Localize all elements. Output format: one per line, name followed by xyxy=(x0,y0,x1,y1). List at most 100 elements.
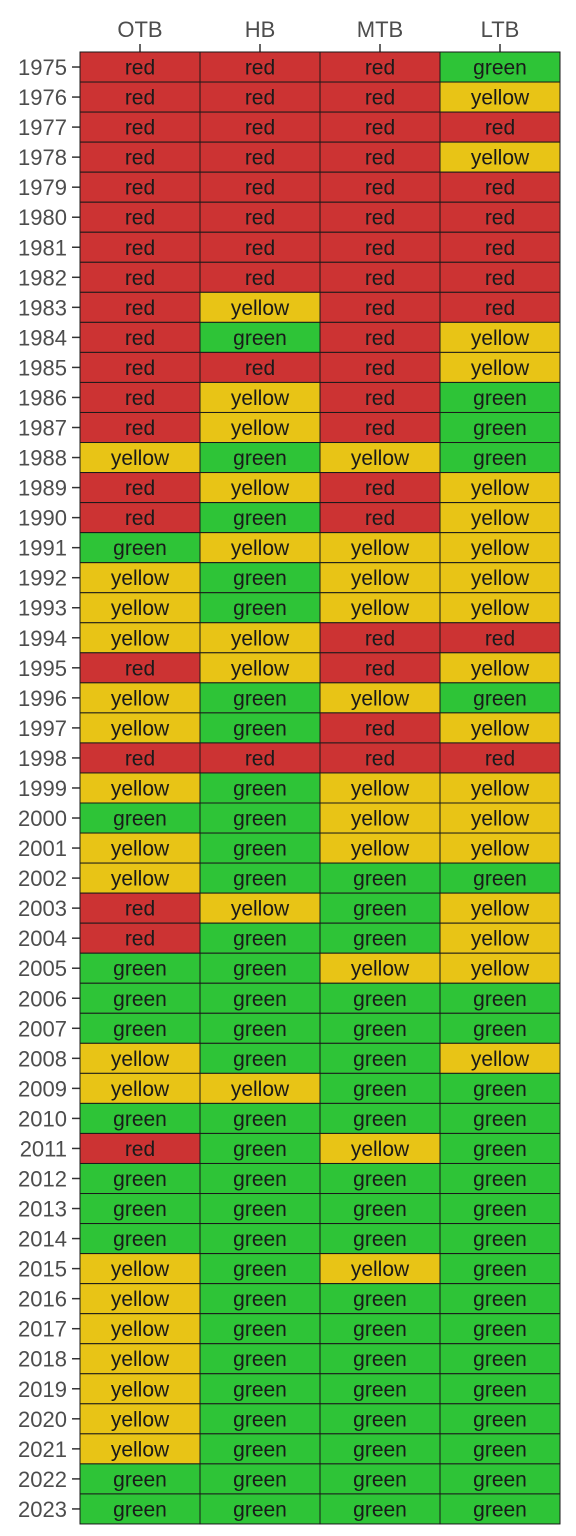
cell-rect xyxy=(319,1463,441,1495)
column-label-ltb: LTB xyxy=(481,17,520,42)
cell-2014-hb: green xyxy=(199,1223,321,1255)
cell-1977-ltb: red xyxy=(439,111,561,143)
cell-1981-otb: red xyxy=(79,231,201,263)
cell-rect xyxy=(439,562,561,594)
cell-2002-otb: yellow xyxy=(79,862,201,894)
cell-1985-mtb: red xyxy=(319,351,441,383)
cell-rect xyxy=(439,1373,561,1405)
cell-label: yellow xyxy=(111,1258,170,1281)
cell-1992-otb: yellow xyxy=(79,562,201,594)
cell-2005-otb: green xyxy=(79,952,201,984)
cell-label: green xyxy=(233,1168,287,1191)
cell-rect xyxy=(439,1313,561,1345)
cell-rect xyxy=(439,442,561,474)
cell-label: green xyxy=(113,958,167,981)
cell-rect xyxy=(439,922,561,954)
cell-rect xyxy=(199,652,321,684)
cell-1981-ltb: red xyxy=(439,231,561,263)
cell-label: red xyxy=(365,657,395,680)
cell-rect xyxy=(319,351,441,383)
row-label-2018: 2018 xyxy=(18,1347,67,1372)
cell-label: yellow xyxy=(111,1288,170,1311)
cell-2004-mtb: green xyxy=(319,922,441,954)
cell-1978-hb: red xyxy=(199,141,321,173)
cell-label: green xyxy=(473,1408,527,1431)
cell-label: green xyxy=(353,1168,407,1191)
row-label-2021: 2021 xyxy=(18,1437,67,1462)
cell-2004-hb: green xyxy=(199,922,321,954)
cell-label: green xyxy=(353,1408,407,1431)
cell-rect xyxy=(319,1102,441,1134)
cell-2000-mtb: yellow xyxy=(319,802,441,834)
cell-label: red xyxy=(125,87,155,110)
cell-2007-mtb: green xyxy=(319,1012,441,1044)
cell-rect xyxy=(439,832,561,864)
cell-rect xyxy=(439,982,561,1014)
cell-rect xyxy=(439,1162,561,1195)
cell-label: yellow xyxy=(231,297,290,320)
cell-label: green xyxy=(233,1108,287,1131)
cell-label: green xyxy=(233,838,287,861)
cell-2011-ltb: green xyxy=(439,1132,561,1164)
cell-rect xyxy=(439,682,561,714)
cell-rect xyxy=(319,321,441,353)
cell-rect xyxy=(319,712,441,744)
row-label-1984: 1984 xyxy=(18,325,67,350)
row-label-1979: 1979 xyxy=(18,175,67,200)
cell-label: yellow xyxy=(111,1078,170,1101)
cell-rect xyxy=(319,772,441,804)
cell-rect xyxy=(439,802,561,834)
cell-label: red xyxy=(365,237,395,260)
cell-rect xyxy=(439,1012,561,1044)
cell-label: green xyxy=(353,898,407,921)
cell-label: green xyxy=(473,868,527,891)
row-label-1989: 1989 xyxy=(18,476,67,501)
cell-rect xyxy=(439,1042,561,1074)
cell-1990-mtb: red xyxy=(319,502,441,534)
cell-rect xyxy=(79,1283,201,1315)
cell-label: yellow xyxy=(471,838,530,861)
cell-rect xyxy=(319,81,441,113)
cell-rect xyxy=(199,1313,321,1345)
cell-1995-ltb: yellow xyxy=(439,652,561,684)
cell-label: red xyxy=(365,87,395,110)
cell-label: green xyxy=(113,1228,167,1251)
cell-2008-otb: yellow xyxy=(79,1042,201,1074)
cell-label: red xyxy=(245,237,275,260)
cell-label: green xyxy=(233,1288,287,1311)
cell-rect xyxy=(439,411,561,444)
cell-rect xyxy=(319,1042,441,1074)
cell-2007-hb: green xyxy=(199,1012,321,1044)
cell-1986-hb: yellow xyxy=(199,381,321,413)
cell-label: yellow xyxy=(231,387,290,410)
cell-2000-otb: green xyxy=(79,802,201,834)
cell-1991-hb: yellow xyxy=(199,532,321,564)
cell-1992-mtb: yellow xyxy=(319,562,441,594)
cell-1982-mtb: red xyxy=(319,261,441,293)
cell-rect xyxy=(79,1463,201,1495)
cell-2022-otb: green xyxy=(79,1463,201,1495)
cell-rect xyxy=(439,952,561,984)
cell-2008-hb: green xyxy=(199,1042,321,1074)
cell-label: red xyxy=(365,477,395,500)
cell-label: green xyxy=(353,1078,407,1101)
cell-label: red xyxy=(125,177,155,200)
cell-1997-mtb: red xyxy=(319,712,441,744)
cell-label: red xyxy=(125,117,155,140)
cell-2019-mtb: green xyxy=(319,1373,441,1405)
cell-1983-ltb: red xyxy=(439,291,561,323)
cell-label: red xyxy=(125,207,155,230)
row-label-2015: 2015 xyxy=(18,1257,67,1282)
cell-rect xyxy=(79,982,201,1014)
cell-2001-hb: green xyxy=(199,832,321,864)
cell-1993-ltb: yellow xyxy=(439,592,561,624)
cell-1987-ltb: green xyxy=(439,411,561,444)
cell-rect xyxy=(199,1343,321,1375)
cell-rect xyxy=(79,1253,201,1285)
cell-label: red xyxy=(485,207,515,230)
cell-1990-otb: red xyxy=(79,502,201,534)
cell-1984-otb: red xyxy=(79,321,201,353)
cell-label: yellow xyxy=(351,537,410,560)
row-label-1975: 1975 xyxy=(18,55,67,80)
row-label-2023: 2023 xyxy=(18,1497,67,1522)
